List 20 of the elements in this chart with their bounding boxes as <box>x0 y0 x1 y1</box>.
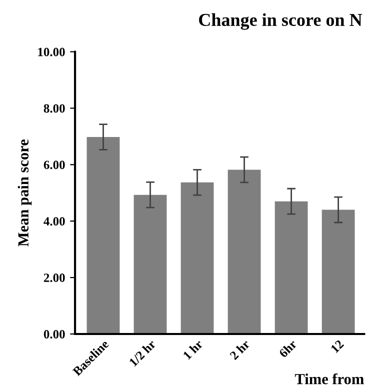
y-tick-label: 6.00 <box>44 160 65 170</box>
y-axis-title: Mean pain score <box>18 140 32 246</box>
y-tick-label: 0.00 <box>44 330 65 338</box>
chart-title: Change in score on N <box>199 13 362 30</box>
x-axis-title: Time from <box>294 373 364 384</box>
x-tick-label: 6hr <box>278 339 298 358</box>
y-tick-label: 4.00 <box>44 217 65 226</box>
bar <box>274 201 308 334</box>
y-tick-label: 2.00 <box>44 274 65 282</box>
y-tick-label: 8.00 <box>44 104 65 113</box>
x-tick-label: 2 hr <box>229 339 250 360</box>
bar <box>86 136 120 334</box>
bar <box>228 170 261 334</box>
bar <box>134 194 167 334</box>
bar <box>180 182 214 334</box>
x-tick-label: 12 <box>330 340 344 354</box>
bar <box>322 210 355 334</box>
x-tick-label: 1 hr <box>182 339 204 360</box>
y-tick-label: 10.00 <box>38 48 65 56</box>
x-tick-label: 1/2 hr <box>128 339 156 367</box>
